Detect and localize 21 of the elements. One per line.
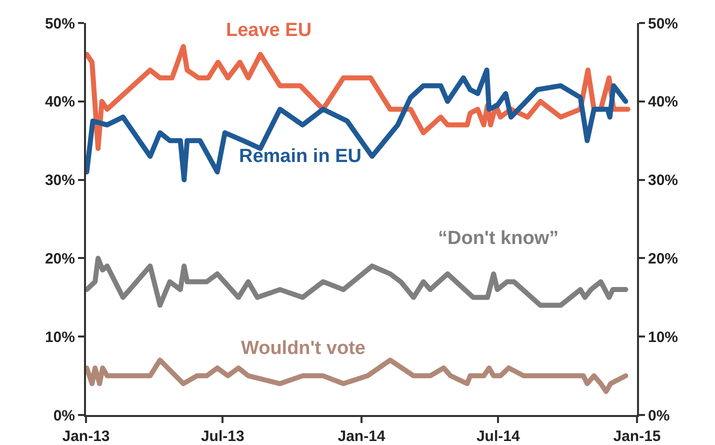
y-tick-label: 20% [44,250,75,268]
y2-tick-label: 30% [648,172,678,190]
x-tick-label: Jan-14 [338,428,386,445]
x-tick-label: Jan-15 [613,428,661,445]
series-label: Wouldn't vote [241,338,366,359]
y-tick-label: 50% [44,15,75,32]
x-tick-label: Jan-13 [62,428,110,445]
series-label: Remain in EU [239,146,362,167]
x-tick-label: Jul-14 [476,428,520,445]
y2-tick-label: 0% [648,407,670,424]
x-tick-label: Jul-13 [200,428,244,445]
y2-tick-label: 50% [648,15,678,32]
y2-tick-label: 10% [648,328,678,346]
y-tick-label: 10% [44,328,75,346]
series-label: Leave EU [226,20,312,41]
y-tick-label: 30% [44,172,75,190]
y-tick-label: 0% [53,407,75,424]
y2-tick-label: 20% [648,250,678,268]
series-label: “Don't know” [438,228,559,249]
y-tick-label: 40% [44,94,75,111]
y2-tick-label: 40% [648,94,678,111]
